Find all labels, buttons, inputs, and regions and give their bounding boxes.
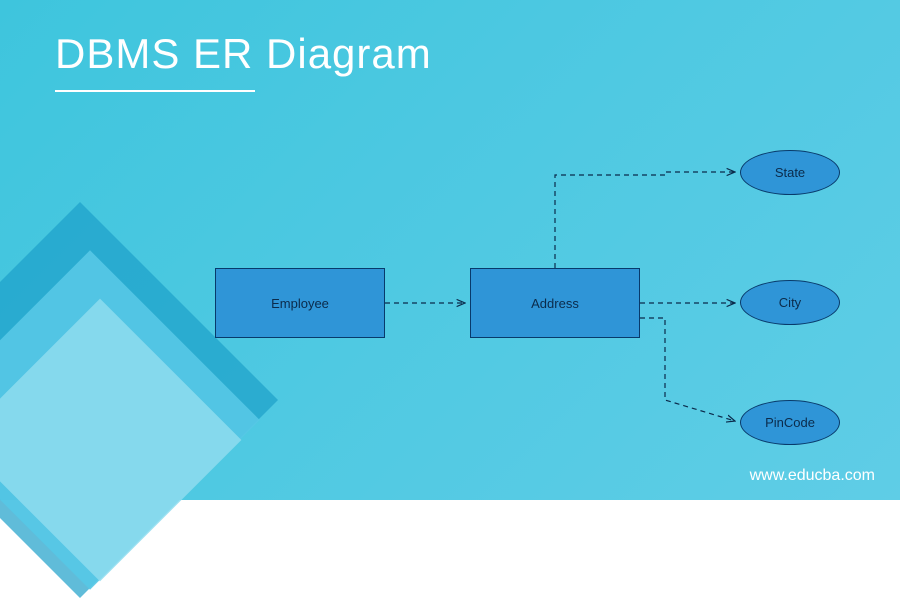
edge-address-state: [555, 172, 735, 268]
node-employee: Employee: [215, 268, 385, 338]
edge-address-pincode: [640, 318, 735, 421]
node-pincode: PinCode: [740, 400, 840, 445]
node-state: State: [740, 150, 840, 195]
website-url: www.educba.com: [750, 467, 875, 485]
node-city: City: [740, 280, 840, 325]
node-address: Address: [470, 268, 640, 338]
